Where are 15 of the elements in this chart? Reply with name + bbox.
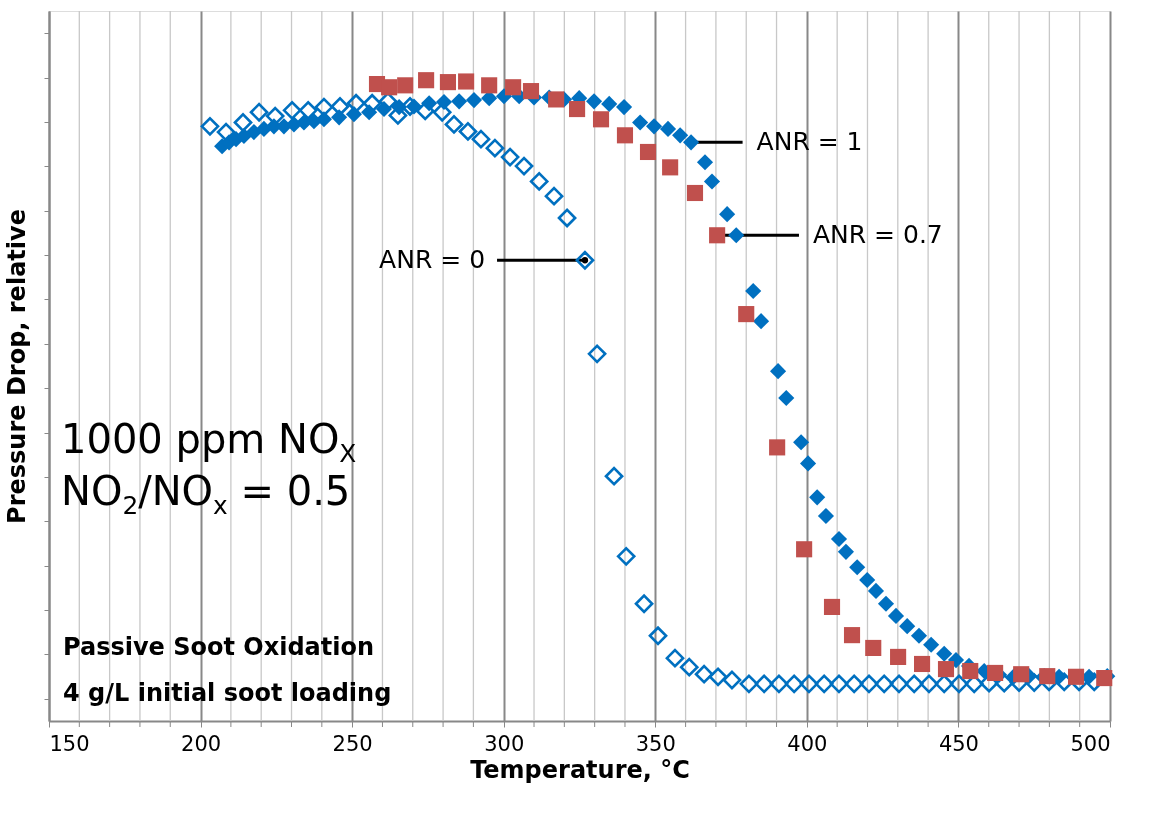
x-tick-label: 200 — [181, 731, 222, 756]
x-axis-title: Temperature, °C — [470, 755, 690, 784]
x-tick-label: 250 — [332, 731, 373, 756]
x-tick-label: 450 — [938, 731, 979, 756]
annotation: 4 g/L initial soot loading — [63, 678, 392, 707]
x-tick-label: 500 — [1070, 731, 1111, 756]
x-tick-label: 300 — [484, 731, 525, 756]
x-tick-label: 150 — [49, 731, 90, 756]
x-tick-label: 350 — [635, 731, 676, 756]
y-axis-title: Pressure Drop, relative — [3, 209, 31, 524]
text: ANR = 0.7 — [812, 220, 943, 250]
annotation: Passive Soot Oxidation — [63, 632, 375, 661]
text: ANR = 0 — [379, 245, 486, 275]
x-tick-label: 400 — [787, 731, 828, 756]
series-label: ANR = 1 — [756, 127, 863, 157]
